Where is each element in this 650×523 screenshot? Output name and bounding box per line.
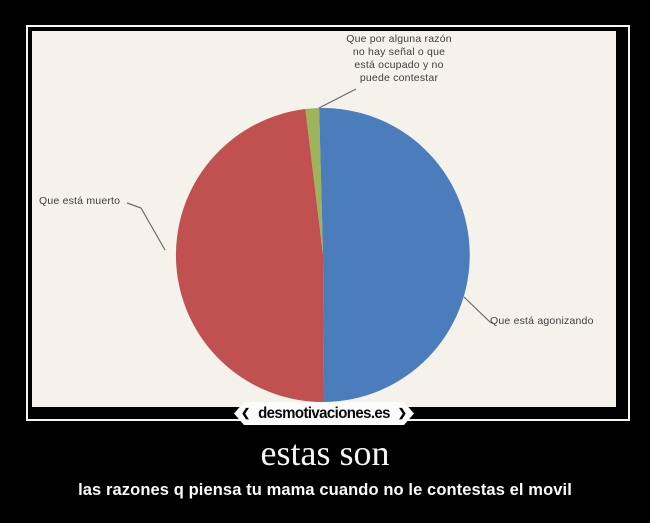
watermark-banner: ❮ desmotivaciones.es ❯ xyxy=(234,402,414,425)
pie-slice-1 xyxy=(319,108,470,402)
pie-label-razon-line4: puede contestar xyxy=(359,72,439,84)
pie-slices xyxy=(175,108,470,403)
leader-line-razon xyxy=(318,88,357,109)
pie-label-muerto: Que está muerto xyxy=(39,195,121,207)
pie-chart-photo: Que por alguna razón no hay señal o que … xyxy=(32,31,616,407)
pie-chart-svg xyxy=(126,88,494,403)
pie-label-razon: Que por alguna razón no hay señal o que … xyxy=(324,33,474,85)
photo-frame: Que por alguna razón no hay señal o que … xyxy=(26,25,630,421)
pie-label-razon-line3: está ocupado y no xyxy=(354,59,444,71)
meme-subtitle: las razones q piensa tu mama cuando no l… xyxy=(78,481,572,499)
pie-label-razon-line1: Que por alguna razón xyxy=(346,33,452,45)
leader-line-muerto xyxy=(126,202,166,251)
pie-slice-0 xyxy=(305,108,323,255)
watermark-left-chevron-icon: ❮ xyxy=(241,406,251,419)
leader-lines xyxy=(126,88,494,324)
watermark-right-chevron-icon: ❯ xyxy=(397,406,407,419)
pie-label-razon-line2: no hay señal o que xyxy=(352,46,446,58)
watermark-logo-text: desmotivaciones.es xyxy=(258,404,390,423)
meme-title: estas son xyxy=(260,433,390,473)
leader-line-agonizando xyxy=(463,296,494,324)
pie-label-agonizando: Que está agonizando xyxy=(490,315,594,327)
pie-slice-2 xyxy=(175,109,325,403)
